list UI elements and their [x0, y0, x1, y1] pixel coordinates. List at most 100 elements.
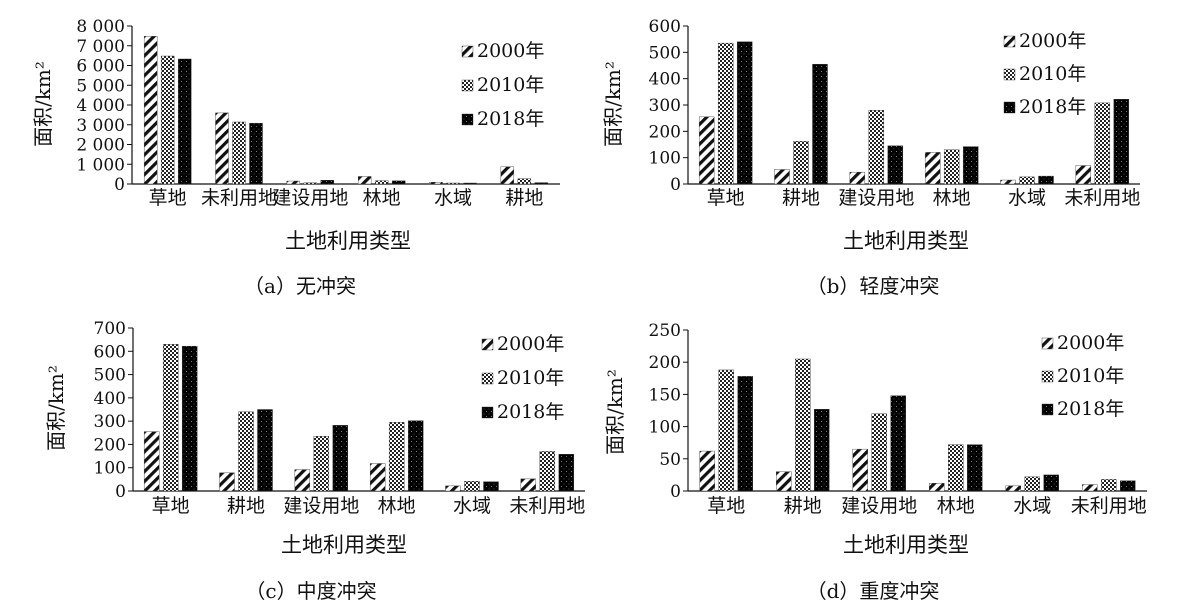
bar-2018年-草地 [737, 376, 753, 492]
bar-2018年-耕地 [814, 409, 830, 492]
bar-2018年-耕地 [812, 63, 828, 185]
legend: 2000年 2010年 2018年 [481, 333, 564, 423]
bar-2010年-水域 [446, 182, 460, 185]
y-tick-label: 0 [115, 482, 126, 502]
bar-2010年-林地 [948, 444, 964, 492]
bar-2010年-林地 [943, 149, 960, 185]
legend-label: 2010年 [497, 367, 564, 389]
legend-label: 2018年 [477, 108, 544, 130]
y-tick-label: 500 [94, 366, 126, 386]
legend: 2000年 2010年 2018年 [1041, 332, 1124, 420]
bar-2018年-水域 [1038, 175, 1054, 185]
x-axis-title: 土地利用类型 [285, 229, 411, 253]
bar-2010年-草地 [718, 369, 734, 492]
panel-caption: （d）重度冲突 [807, 579, 940, 603]
chart-panel-3: 0 100 200 300 400 500 600 700 草地 耕地 建设用地 林地 水域 未利用地 面积… [44, 319, 585, 603]
x-category-label: 草地 [149, 187, 187, 209]
panel-caption: （c）中度冲突 [245, 579, 376, 603]
y-tick-label: 200 [94, 435, 126, 455]
bar-2010年-未利用地 [1101, 479, 1117, 492]
legend-label: 2010年 [1057, 365, 1124, 387]
bar-2000年-未利用地 [1082, 484, 1098, 492]
panel-caption: （b）轻度冲突 [807, 274, 940, 298]
legend-swatch-2000年 [461, 45, 474, 58]
y-tick-label: 0 [670, 482, 681, 502]
bar-2010年-耕地 [517, 178, 532, 185]
y-tick-label: 100 [94, 459, 126, 479]
legend: 2000年 2010年 2018年 [1003, 30, 1086, 118]
x-category-label: 未利用地 [1064, 187, 1140, 209]
x-category-label: 建设用地 [272, 187, 348, 209]
y-tick-label: 100 [649, 418, 681, 438]
y-tick-label: 1 000 [76, 155, 125, 175]
legend-label: 2018年 [1057, 398, 1124, 420]
bar-2010年-水域 [464, 481, 480, 492]
x-axis-title: 土地利用类型 [281, 533, 407, 557]
bar-2018年-未利用地 [558, 454, 575, 492]
x-category-label: 林地 [933, 187, 971, 209]
y-tick-label: 0 [114, 175, 125, 195]
bar-2018年-未利用地 [1113, 99, 1130, 185]
bar-2000年-水域 [429, 182, 443, 185]
x-category-label: 建设用地 [838, 187, 914, 209]
bar-2010年-未利用地 [232, 121, 246, 185]
bar-2010年-建设用地 [868, 110, 885, 185]
bar-2010年-草地 [162, 344, 179, 492]
y-tick-label: 250 [649, 321, 681, 341]
bar-2018年-林地 [967, 444, 983, 492]
legend-label: 2010年 [1019, 63, 1086, 85]
x-category-label: 未利用地 [201, 187, 277, 209]
y-axis-title: 面积/km² [44, 365, 68, 451]
y-axis-title: 面积/km² [601, 61, 625, 147]
legend-swatch-2010年 [481, 372, 494, 385]
x-category-label: 林地 [363, 187, 401, 209]
legend-label: 2018年 [1019, 96, 1086, 118]
legend: 2000年 2010年 2018年 [461, 40, 544, 130]
legend-label: 2000年 [497, 333, 564, 355]
x-category-label: 水域 [453, 495, 491, 517]
legend-swatch-2018年 [1041, 403, 1054, 416]
bar-2010年-水域 [1024, 476, 1040, 492]
bar-2010年-建设用地 [313, 436, 330, 492]
y-tick-label: 7 000 [76, 37, 125, 57]
y-tick-label: 2 000 [76, 136, 125, 156]
y-axis-title: 面积/km² [31, 61, 55, 147]
bar-2010年-林地 [374, 180, 389, 185]
bar-2018年-建设用地 [332, 425, 349, 492]
y-tick-label: 600 [649, 17, 681, 37]
bar-2018年-林地 [407, 420, 424, 492]
bar-2000年-草地 [143, 431, 160, 492]
bar-2010年-水域 [1019, 176, 1035, 185]
bar-2018年-林地 [962, 146, 979, 185]
bar-2010年-林地 [388, 422, 405, 492]
bar-2018年-草地 [177, 58, 192, 185]
bar-2010年-草地 [160, 55, 175, 185]
bar-2000年-耕地 [776, 471, 792, 492]
x-category-label: 林地 [937, 495, 975, 517]
bar-2000年-草地 [143, 36, 158, 185]
legend-label: 2018年 [497, 401, 564, 423]
x-category-label: 草地 [707, 187, 745, 209]
y-tick-label: 6 000 [76, 57, 125, 77]
bar-2018年-水域 [1043, 474, 1059, 492]
y-tick-label: 3 000 [76, 116, 125, 136]
bar-2010年-耕地 [793, 141, 809, 185]
legend-swatch-2010年 [461, 79, 474, 92]
x-category-label: 耕地 [784, 495, 822, 517]
bar-2000年-林地 [357, 176, 372, 185]
legend-label: 2000年 [1019, 30, 1086, 52]
legend-swatch-2010年 [1041, 370, 1054, 383]
y-tick-label: 100 [649, 149, 681, 169]
legend-swatch-2018年 [1003, 101, 1016, 114]
bar-2010年-未利用地 [1094, 102, 1111, 185]
x-category-label: 水域 [1013, 495, 1051, 517]
bar-2018年-未利用地 [1120, 480, 1136, 492]
legend-swatch-2018年 [481, 406, 494, 419]
bar-2000年-草地 [698, 116, 715, 185]
bar-2018年-耕地 [534, 182, 549, 185]
x-category-label: 水域 [1008, 187, 1046, 209]
bar-2000年-建设用地 [849, 171, 866, 185]
x-category-label: 水域 [434, 187, 472, 209]
